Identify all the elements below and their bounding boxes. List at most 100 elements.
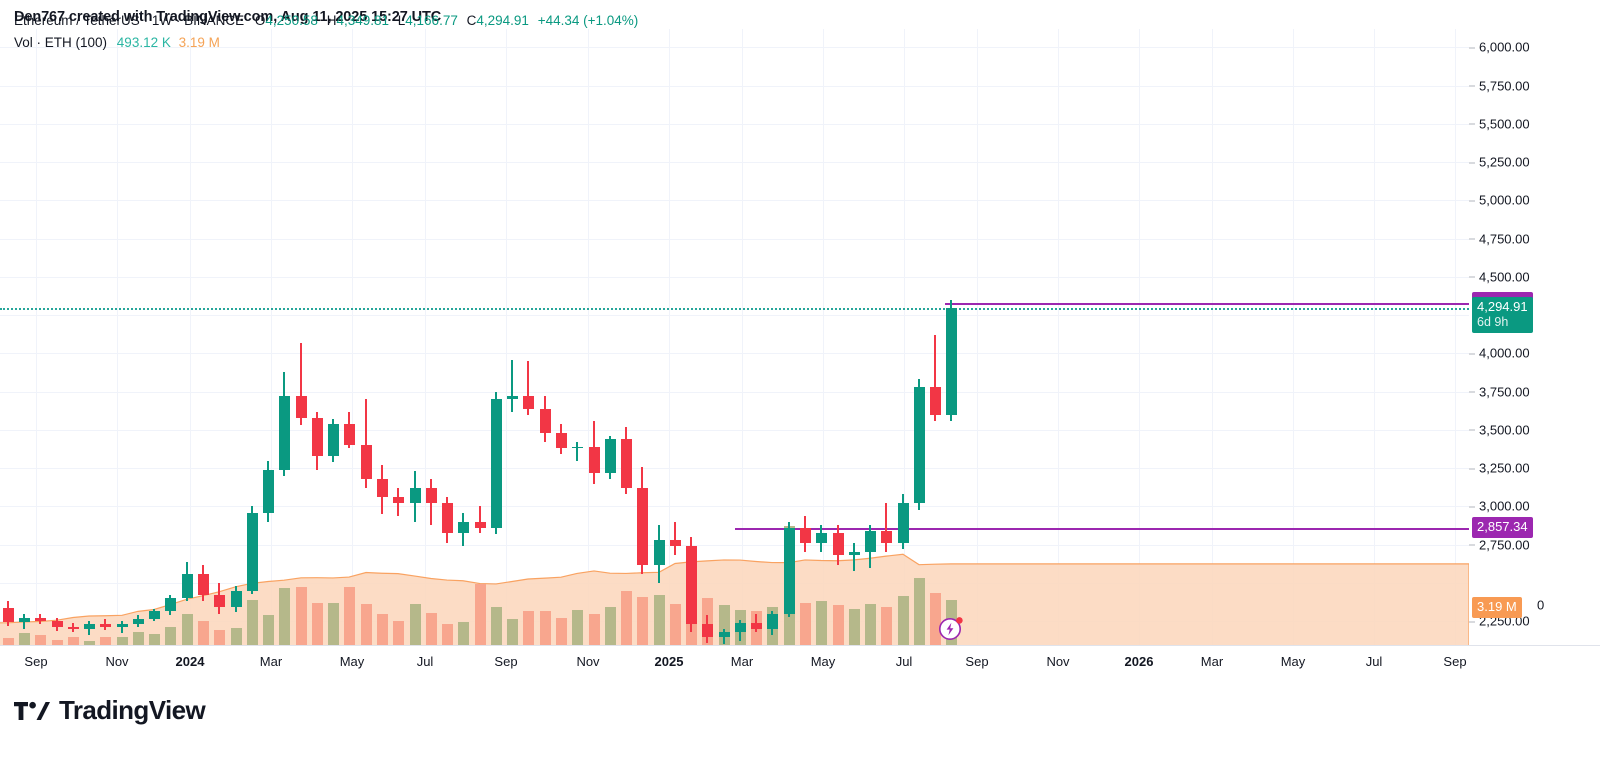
candle-body — [230, 590, 242, 608]
legend-close-value: 4,294.91 — [476, 13, 529, 28]
candle-body — [132, 618, 144, 625]
time-axis-tick: 2024 — [175, 654, 205, 669]
candle-body — [588, 446, 600, 473]
volume-bar — [2, 638, 14, 645]
volume-bar — [555, 618, 567, 645]
lightning-alert-badge[interactable] — [938, 615, 964, 641]
countdown-text: 6d 9h — [1477, 315, 1509, 330]
volume-bar — [441, 623, 453, 645]
price-tick-dash — [1469, 506, 1475, 508]
support-line[interactable] — [735, 528, 1469, 531]
candle-body — [506, 396, 518, 400]
last-price-dotted-line[interactable] — [0, 308, 1469, 311]
gridline-vertical — [352, 29, 353, 645]
price-axis-tick: 4,500.00 — [1469, 269, 1530, 284]
time-axis-tick: May — [810, 654, 836, 669]
gridline-vertical — [1374, 29, 1375, 645]
volume-bar — [897, 595, 909, 645]
time-axis-tick: Sep — [494, 654, 518, 669]
legend-low-label: L — [397, 13, 406, 28]
candle-body — [67, 626, 79, 629]
volume-bar — [197, 621, 209, 645]
time-axis-tick: Mar — [259, 654, 283, 669]
gridline-vertical — [588, 29, 589, 645]
volume-bar — [604, 607, 616, 645]
gridline-horizontal — [0, 468, 1469, 470]
volume-bar — [132, 631, 144, 645]
volume-bar — [67, 636, 79, 645]
gridline-horizontal — [0, 353, 1469, 355]
gridline-horizontal — [0, 85, 1469, 87]
time-axis-tick: Sep — [24, 654, 48, 669]
candle-body — [490, 399, 502, 528]
volume-bar — [571, 610, 583, 645]
gridline-horizontal — [0, 544, 1469, 546]
footer: TradingView — [0, 683, 1600, 759]
legend-high-label: H — [326, 13, 337, 28]
volume-bar — [506, 618, 518, 645]
price-tick-dash — [1469, 276, 1475, 278]
price-axis[interactable]: 6,000.00 5,750.00 5,500.00 5,250.00 5,000.00… — [1469, 29, 1600, 645]
legend-interval[interactable]: 1W — [151, 13, 173, 28]
candle-body — [620, 439, 632, 489]
gridline-vertical — [823, 29, 824, 645]
volume-bar — [246, 600, 258, 645]
volume-bar — [230, 628, 242, 645]
gridline-vertical — [117, 29, 118, 645]
volume-ma-label[interactable]: 3.19 M — [1472, 597, 1522, 618]
legend-volume-row[interactable]: Vol · ETH (100) 493.12 K 3.19 M — [14, 32, 638, 54]
price-tick-dash — [1469, 391, 1475, 393]
chart-canvas[interactable] — [0, 29, 1469, 645]
candle-wick — [723, 628, 725, 645]
candle-body — [392, 497, 404, 504]
volume-bar — [620, 590, 632, 645]
volume-bar — [815, 600, 827, 645]
price-axis-tick: 4,750.00 — [1469, 231, 1530, 246]
support-price-label[interactable]: 2,857.34 — [1472, 517, 1533, 539]
resistance-line[interactable] — [945, 302, 1469, 305]
price-axis-tick: 5,250.00 — [1469, 155, 1530, 170]
volume-bar — [116, 636, 128, 645]
price-axis-tick: 3,500.00 — [1469, 422, 1530, 438]
legend-symbol-row[interactable]: Ethereum / TetherUS · 1W · BINANCE O4,25… — [14, 10, 638, 32]
gridline-horizontal — [0, 238, 1469, 240]
legend-volume-title[interactable]: Vol · ETH (100) — [14, 35, 108, 50]
candle-wick — [365, 399, 367, 489]
gridline-horizontal — [0, 123, 1469, 125]
candle-body — [327, 423, 339, 456]
volume-bar — [425, 613, 437, 645]
time-axis-tick: May — [1280, 654, 1306, 669]
tradingview-logo[interactable]: TradingView — [14, 695, 206, 726]
candle-body — [929, 387, 941, 415]
candle-body — [164, 598, 176, 611]
volume-bar — [51, 640, 63, 645]
candle-body — [669, 540, 681, 547]
candle-body — [246, 512, 258, 591]
price-tick-label: 3,500.00 — [1479, 422, 1530, 438]
volume-bar — [213, 630, 225, 645]
price-tick-dash — [1469, 621, 1475, 623]
candle-body — [799, 527, 811, 544]
time-axis[interactable]: Sep Nov 2024 Mar May Jul Sep Nov 2025 Mar May Jul Se… — [0, 645, 1600, 684]
time-axis-tick: Sep — [965, 654, 989, 669]
candle-body — [522, 396, 534, 409]
price-axis-tick: 5,500.00 — [1469, 116, 1530, 131]
legend-volume-ma-value: 3.19 M — [178, 35, 220, 50]
volume-bar — [669, 604, 681, 645]
gridline-vertical — [190, 29, 191, 645]
tradingview-wordmark: TradingView — [59, 695, 206, 725]
legend-high-value: 4,349.81 — [336, 13, 389, 28]
last-price-label[interactable]: 4,294.91 6d 9h — [1472, 297, 1533, 334]
legend-symbol[interactable]: Ethereum / TetherUS — [14, 13, 140, 28]
time-axis-tick: 2025 — [654, 654, 684, 669]
candle-body — [295, 396, 307, 418]
volume-bar — [522, 611, 534, 645]
candle-body — [864, 530, 876, 553]
volume-zero-label: 0 — [1537, 597, 1545, 613]
volume-bar — [490, 607, 502, 645]
candle-wick — [527, 361, 529, 415]
candle-body — [571, 446, 583, 449]
candle-body — [555, 433, 567, 449]
candle-body — [425, 488, 437, 504]
last-price-label-value: 4,294.91 — [1477, 299, 1528, 315]
